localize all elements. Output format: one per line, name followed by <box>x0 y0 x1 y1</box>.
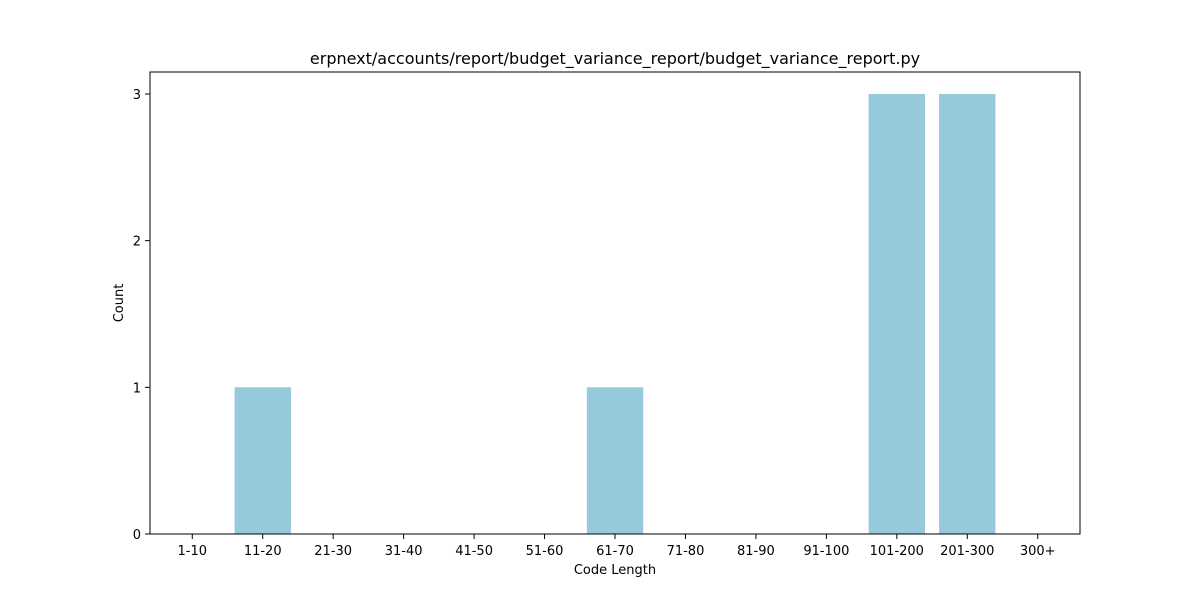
x-tick-label: 31-40 <box>385 544 423 559</box>
x-tick-label: 91-100 <box>803 544 849 559</box>
x-tick-label: 101-200 <box>870 544 924 559</box>
x-tick-label: 21-30 <box>314 544 352 559</box>
x-tick-label: 300+ <box>1020 544 1056 559</box>
x-tick-label: 11-20 <box>244 544 282 559</box>
bar-61-70 <box>586 387 644 534</box>
y-axis-ticks: 0 1 2 3 <box>133 88 150 543</box>
x-tick-label: 61-70 <box>596 544 634 559</box>
x-tick-label: 51-60 <box>526 544 564 559</box>
x-tick-label: 1-10 <box>178 544 208 559</box>
y-tick-label: 3 <box>133 88 141 103</box>
y-tick-label: 0 <box>133 528 141 543</box>
bars-group <box>234 94 996 534</box>
x-axis-ticks: 1-10 11-20 21-30 31-40 41-50 51-60 61-70 71-80 8… <box>178 534 1056 559</box>
x-tick-label: 201-300 <box>940 544 994 559</box>
bar-101-200 <box>868 94 925 534</box>
y-axis-label: Count <box>112 284 127 323</box>
y-tick-label: 1 <box>133 381 141 396</box>
x-tick-label: 41-50 <box>455 544 493 559</box>
x-tick-label: 71-80 <box>667 544 705 559</box>
bar-11-20 <box>234 387 291 534</box>
x-axis-label: Code Length <box>574 563 656 578</box>
x-tick-label: 81-90 <box>737 544 775 559</box>
chart-title: erpnext/accounts/report/budget_variance_… <box>310 49 920 69</box>
y-tick-label: 2 <box>133 235 141 250</box>
bar-201-300 <box>939 94 996 534</box>
